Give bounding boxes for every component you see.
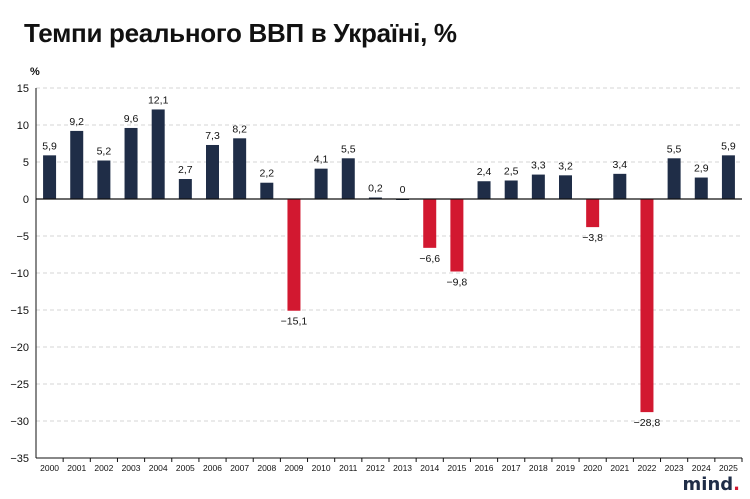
x-tick-label: 2013 bbox=[393, 463, 412, 473]
x-tick-label: 2001 bbox=[67, 463, 86, 473]
data-label: 3,2 bbox=[558, 160, 573, 172]
x-tick-label: 2014 bbox=[420, 463, 439, 473]
data-label: −3,8 bbox=[582, 232, 603, 244]
x-tick-label: 2009 bbox=[285, 463, 304, 473]
data-label: 2,5 bbox=[504, 166, 519, 178]
chart-title: Темпи реального ВВП в Україні, % bbox=[24, 18, 457, 48]
bar bbox=[260, 182, 274, 199]
bar bbox=[423, 199, 437, 248]
bar bbox=[613, 173, 627, 199]
bar bbox=[559, 175, 572, 199]
bar bbox=[124, 127, 138, 199]
data-label: 2,2 bbox=[260, 168, 275, 180]
bar bbox=[450, 199, 464, 272]
x-tick-label: 2008 bbox=[257, 463, 276, 473]
x-tick-label: 2007 bbox=[230, 463, 249, 473]
x-tick-label: 2020 bbox=[583, 463, 602, 473]
y-tick-label: 0 bbox=[23, 194, 29, 206]
bar bbox=[233, 138, 247, 199]
data-label: 8,2 bbox=[232, 123, 247, 135]
data-label: 3,4 bbox=[613, 159, 628, 171]
data-label: 5,9 bbox=[721, 140, 736, 152]
y-tick-label: −10 bbox=[10, 268, 29, 280]
data-label: 4,1 bbox=[314, 154, 329, 166]
x-tick-label: 2015 bbox=[447, 463, 466, 473]
bar bbox=[667, 158, 681, 199]
bar bbox=[70, 130, 84, 199]
x-tick-label: 2019 bbox=[556, 463, 575, 473]
data-label: 9,2 bbox=[69, 116, 84, 128]
x-tick-label: 2018 bbox=[529, 463, 548, 473]
data-label: 12,1 bbox=[148, 94, 169, 106]
data-label: 7,3 bbox=[205, 130, 220, 142]
data-label: 5,9 bbox=[42, 140, 57, 152]
data-label: 0 bbox=[400, 184, 406, 196]
x-tick-label: 2005 bbox=[176, 463, 195, 473]
x-tick-label: 2023 bbox=[665, 463, 684, 473]
bar bbox=[531, 174, 545, 199]
bar bbox=[694, 177, 708, 199]
y-tick-label: −30 bbox=[10, 416, 29, 428]
data-label: −9,8 bbox=[447, 277, 468, 289]
x-tick-label: 2004 bbox=[149, 463, 168, 473]
x-tick-label: 2025 bbox=[719, 463, 738, 473]
x-tick-label: 2011 bbox=[339, 463, 358, 473]
y-tick-label: 15 bbox=[17, 83, 29, 95]
data-label: 5,2 bbox=[97, 146, 112, 158]
bar bbox=[721, 155, 735, 199]
bar bbox=[43, 155, 57, 199]
brand-dot: . bbox=[733, 474, 740, 495]
data-label: 3,3 bbox=[531, 160, 546, 172]
data-label: 2,4 bbox=[477, 166, 492, 178]
x-tick-label: 2006 bbox=[203, 463, 222, 473]
x-tick-label: 2022 bbox=[638, 463, 657, 473]
x-tick-label: 2002 bbox=[94, 463, 113, 473]
y-axis-unit-label: % bbox=[30, 66, 40, 78]
x-tick-label: 2016 bbox=[475, 463, 494, 473]
data-label: 0,2 bbox=[368, 183, 383, 195]
x-tick-label: 2021 bbox=[610, 463, 629, 473]
y-tick-label: −15 bbox=[10, 305, 29, 317]
data-label: 5,5 bbox=[341, 143, 356, 155]
data-label: 5,5 bbox=[667, 143, 682, 155]
y-tick-label: −20 bbox=[10, 342, 29, 354]
x-tick-label: 2000 bbox=[40, 463, 59, 473]
y-tick-label: −35 bbox=[10, 453, 29, 465]
bar bbox=[368, 197, 382, 199]
y-tick-label: 5 bbox=[23, 157, 29, 169]
x-tick-label: 2017 bbox=[502, 463, 521, 473]
brand-text: mind bbox=[682, 474, 734, 495]
x-tick-label: 2024 bbox=[692, 463, 711, 473]
bar bbox=[314, 168, 328, 199]
data-label: −6,6 bbox=[419, 253, 440, 265]
bar bbox=[178, 179, 192, 199]
data-label: −15,1 bbox=[281, 316, 308, 328]
bar bbox=[586, 199, 600, 228]
bar bbox=[151, 109, 165, 199]
mind-logo: mind. bbox=[683, 474, 740, 495]
bar bbox=[206, 144, 219, 199]
x-tick-label: 2012 bbox=[366, 463, 385, 473]
bar bbox=[287, 199, 301, 311]
bar bbox=[477, 181, 491, 199]
y-tick-label: −5 bbox=[16, 231, 29, 243]
x-tick-label: 2010 bbox=[312, 463, 331, 473]
bar bbox=[97, 160, 111, 199]
bar bbox=[341, 158, 355, 199]
data-label: 9,6 bbox=[124, 113, 139, 125]
bar bbox=[504, 180, 518, 199]
x-tick-label: 2003 bbox=[122, 463, 141, 473]
data-label: 2,7 bbox=[178, 164, 193, 176]
bar bbox=[640, 199, 654, 413]
data-label: 2,9 bbox=[694, 163, 709, 175]
y-tick-label: 10 bbox=[17, 120, 29, 132]
data-label: −28,8 bbox=[634, 417, 661, 429]
y-tick-label: −25 bbox=[10, 379, 29, 391]
